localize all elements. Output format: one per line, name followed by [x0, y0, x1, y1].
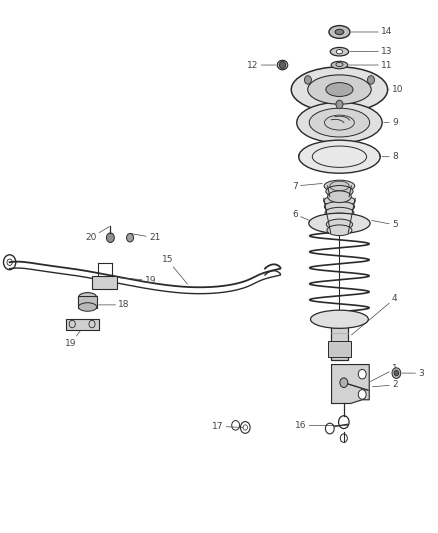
Ellipse shape	[327, 225, 352, 236]
Ellipse shape	[309, 108, 370, 137]
Circle shape	[358, 369, 366, 379]
Text: 13: 13	[350, 47, 392, 55]
Text: 9: 9	[384, 118, 398, 127]
Circle shape	[340, 378, 348, 387]
Circle shape	[358, 390, 366, 399]
Ellipse shape	[324, 180, 355, 192]
Text: 19: 19	[120, 276, 156, 285]
Circle shape	[394, 370, 399, 376]
Ellipse shape	[328, 191, 351, 203]
Text: 17: 17	[212, 422, 243, 431]
Ellipse shape	[335, 29, 344, 35]
Ellipse shape	[291, 67, 388, 112]
Text: 18: 18	[99, 301, 130, 309]
Ellipse shape	[329, 26, 350, 38]
Ellipse shape	[324, 201, 354, 212]
Ellipse shape	[299, 140, 380, 173]
Text: 12: 12	[247, 61, 276, 69]
Text: 11: 11	[349, 61, 392, 69]
Ellipse shape	[297, 102, 382, 143]
Circle shape	[367, 76, 374, 84]
Ellipse shape	[307, 75, 371, 104]
Ellipse shape	[78, 303, 97, 311]
Circle shape	[279, 61, 286, 69]
Text: 19: 19	[65, 325, 85, 348]
Text: 6: 6	[292, 210, 321, 225]
Ellipse shape	[326, 83, 353, 96]
Ellipse shape	[325, 207, 354, 218]
Text: 4: 4	[351, 294, 398, 335]
Text: 2: 2	[372, 381, 398, 389]
Text: 20: 20	[85, 227, 109, 242]
Bar	[66, 319, 99, 330]
Ellipse shape	[78, 293, 97, 302]
Text: 16: 16	[295, 421, 348, 430]
Ellipse shape	[336, 50, 343, 54]
Text: 3: 3	[402, 369, 424, 377]
Text: 10: 10	[389, 85, 403, 94]
Ellipse shape	[325, 213, 353, 224]
Ellipse shape	[330, 47, 349, 56]
Ellipse shape	[277, 60, 288, 70]
Circle shape	[392, 368, 401, 378]
Bar	[331, 312, 348, 360]
Circle shape	[127, 233, 134, 242]
Circle shape	[106, 233, 114, 243]
Bar	[78, 296, 97, 308]
Text: 8: 8	[382, 152, 398, 161]
Text: 7: 7	[292, 182, 322, 190]
Ellipse shape	[326, 219, 353, 230]
Text: 15: 15	[162, 255, 187, 284]
Text: 14: 14	[351, 28, 392, 36]
Circle shape	[336, 100, 343, 109]
Ellipse shape	[311, 310, 368, 328]
Bar	[328, 341, 351, 357]
Ellipse shape	[309, 213, 370, 233]
Ellipse shape	[324, 196, 355, 206]
Text: 21: 21	[131, 233, 160, 242]
Bar	[92, 276, 117, 289]
Ellipse shape	[331, 61, 348, 69]
Text: 1: 1	[371, 365, 398, 382]
Ellipse shape	[326, 185, 353, 197]
Text: 5: 5	[371, 220, 398, 229]
Circle shape	[304, 76, 311, 84]
Polygon shape	[332, 365, 369, 403]
